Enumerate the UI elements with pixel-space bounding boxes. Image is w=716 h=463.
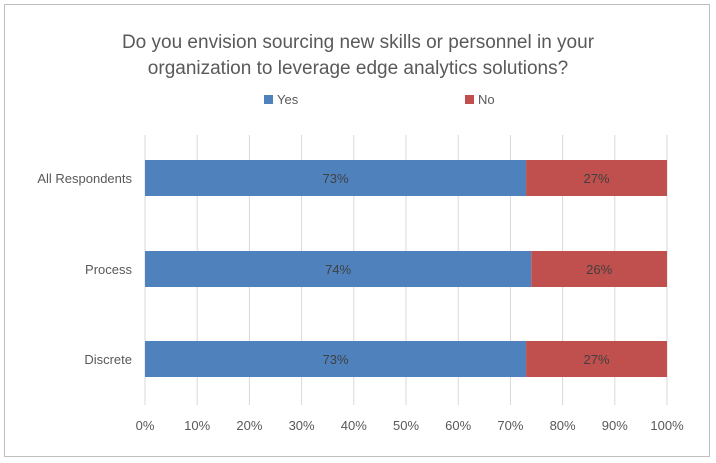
x-tick-label: 80%: [550, 418, 576, 433]
legend-label-no: No: [478, 92, 495, 107]
legend: Yes No: [0, 92, 716, 110]
chart-title-line-2: organization to leverage edge analytics …: [147, 58, 569, 79]
bar-segment-yes: [145, 251, 532, 287]
data-label: 74%: [325, 262, 351, 277]
bar-segment-yes: [145, 160, 527, 196]
chart-title-line-1: Do you envision sourcing new skills or p…: [121, 32, 595, 53]
x-tick-label: 50%: [393, 418, 419, 433]
chart-frame: [4, 4, 710, 457]
legend-swatch-no: [465, 95, 474, 104]
x-tick-label: 10%: [184, 418, 210, 433]
legend-item-yes: Yes: [264, 92, 298, 107]
data-label: 73%: [323, 171, 349, 186]
data-label: 26%: [586, 262, 612, 277]
x-tick-label: 40%: [341, 418, 367, 433]
category-label: All Respondents: [37, 171, 132, 186]
legend-swatch-yes: [264, 95, 273, 104]
legend-item-no: No: [465, 92, 495, 107]
bar-segment-yes: [145, 341, 527, 377]
x-tick-label: 100%: [650, 418, 684, 433]
bar-segment-no: [526, 341, 667, 377]
x-tick-label: 20%: [236, 418, 262, 433]
chart-title: Do you envision sourcing new skills or p…: [0, 30, 716, 82]
legend-label-yes: Yes: [277, 92, 299, 107]
category-label: Process: [85, 262, 132, 277]
data-label: 27%: [584, 171, 610, 186]
data-label: 73%: [323, 352, 349, 367]
x-tick-label: 70%: [497, 418, 523, 433]
x-tick-label: 60%: [445, 418, 471, 433]
category-label: Discrete: [84, 352, 132, 367]
x-tick-label: 90%: [602, 418, 628, 433]
bar-segment-no: [526, 160, 667, 196]
x-tick-label: 0%: [136, 418, 155, 433]
x-tick-label: 30%: [289, 418, 315, 433]
data-label: 27%: [584, 352, 610, 367]
bar-segment-no: [531, 251, 667, 287]
